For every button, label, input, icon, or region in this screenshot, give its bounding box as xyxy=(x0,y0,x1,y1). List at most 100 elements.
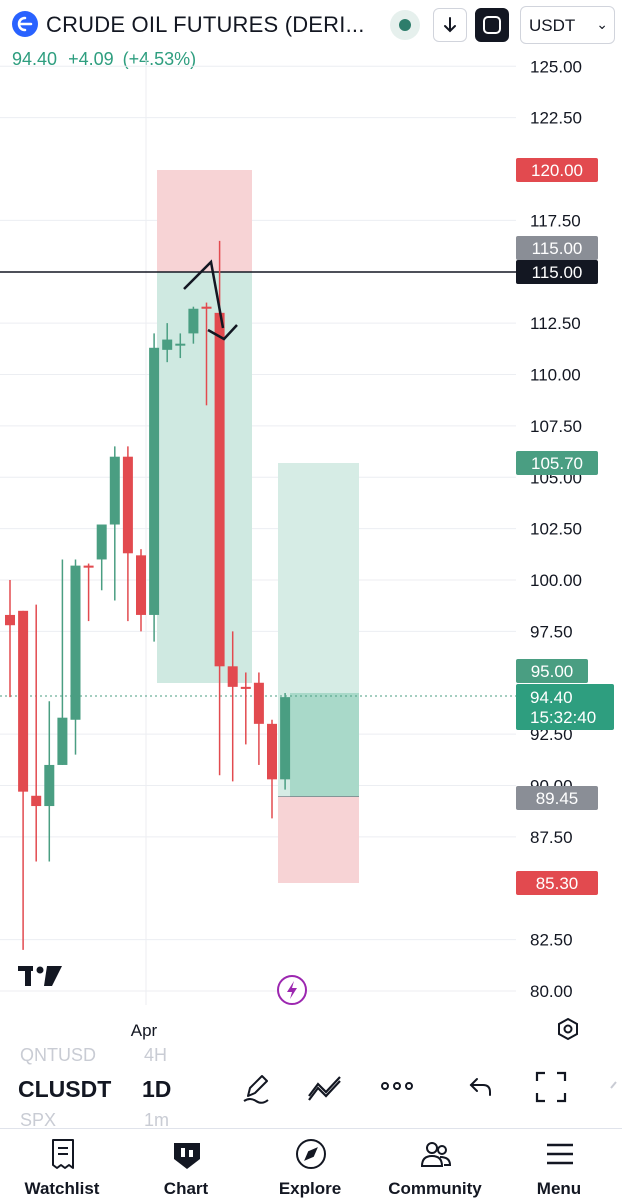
candle-body[interactable] xyxy=(96,524,107,560)
candles xyxy=(5,240,291,950)
long-position-profit-zone[interactable] xyxy=(157,272,252,683)
lightning-icon[interactable] xyxy=(277,975,307,1005)
undo-icon[interactable] xyxy=(468,1074,494,1098)
price-change-percent: (+4.53%) xyxy=(122,49,197,69)
ghost-interval-top: 4H xyxy=(144,1045,168,1065)
nav-watchlist[interactable]: Watchlist xyxy=(2,1129,122,1200)
more-icon[interactable] xyxy=(380,1078,414,1094)
chart-grid xyxy=(0,65,516,992)
community-icon xyxy=(420,1142,452,1167)
menu-icon xyxy=(547,1143,573,1165)
fullscreen-toggle-button[interactable] xyxy=(475,8,509,42)
candle-body[interactable] xyxy=(240,686,251,689)
tag-last-price[interactable]: 94.40 15:32:40 xyxy=(516,684,614,730)
currency-select[interactable]: USDT ⌄ xyxy=(520,6,615,44)
candle-body[interactable] xyxy=(175,343,186,346)
price-tick-label: 117.50 xyxy=(530,211,581,230)
interval-selector[interactable]: 1D xyxy=(142,1076,172,1102)
price-tick-label: 112.50 xyxy=(530,314,581,333)
candle-body[interactable] xyxy=(122,456,133,554)
redo-icon-partial[interactable] xyxy=(608,1078,622,1098)
nav-explore[interactable]: Explore xyxy=(250,1129,370,1200)
market-status-dot-icon xyxy=(399,19,411,31)
price-tick-label: 87.50 xyxy=(530,828,573,847)
currency-value: USDT xyxy=(529,16,576,35)
candle-body[interactable] xyxy=(136,555,146,615)
candle-body[interactable] xyxy=(31,795,42,807)
price-change: +4.09 xyxy=(68,49,114,69)
tag-entry[interactable]: 95.00 xyxy=(516,659,588,683)
tag-stop-low[interactable]: 85.30 xyxy=(516,871,598,895)
svg-text:120.00: 120.00 xyxy=(531,161,583,180)
candle-body[interactable] xyxy=(5,614,15,626)
watchlist-icon xyxy=(52,1139,74,1169)
svg-text:89.45: 89.45 xyxy=(536,789,579,808)
trend-drawing[interactable] xyxy=(183,259,225,329)
trend-drawing-2[interactable] xyxy=(207,324,238,341)
market-status-button[interactable] xyxy=(390,10,420,40)
candle-body[interactable] xyxy=(227,666,238,687)
bottom-nav: Watchlist Chart Explore Community Menu xyxy=(0,1128,622,1200)
long-position-stop-zone[interactable] xyxy=(157,170,252,272)
fullscreen-icon[interactable] xyxy=(534,1070,568,1104)
price-tick-label: 100.00 xyxy=(530,571,582,590)
compass-icon xyxy=(296,1139,326,1169)
svg-text:115.00: 115.00 xyxy=(532,239,583,258)
fullscreen-icon xyxy=(483,16,501,34)
ghost-interval-bottom: 1m xyxy=(144,1110,170,1130)
price-tick-label: 102.50 xyxy=(530,520,582,539)
nav-chart[interactable]: Chart xyxy=(126,1129,246,1200)
nav-chart-label: Chart xyxy=(163,1179,209,1198)
symbol-toolbar: QNTUSD 4H CLUSDT 1D SPX 1m xyxy=(0,1040,622,1130)
tradingview-logo-icon xyxy=(18,966,62,986)
tag-level-black[interactable]: 115.00 xyxy=(516,260,598,284)
price-tick-label: 110.00 xyxy=(530,366,581,385)
candle-body[interactable] xyxy=(201,306,212,309)
date-axis-label: Apr xyxy=(131,1021,158,1040)
pen-icon[interactable] xyxy=(240,1070,272,1104)
candle-body[interactable] xyxy=(162,339,173,350)
tag-target-high[interactable]: 120.00 xyxy=(516,158,598,182)
arrow-down-icon xyxy=(444,17,456,33)
tag-target-mid[interactable]: 105.70 xyxy=(516,451,598,475)
candle-body[interactable] xyxy=(44,764,55,807)
candle-body[interactable] xyxy=(280,697,291,780)
long-position-2-stop-zone[interactable] xyxy=(278,797,359,883)
nav-menu-label: Menu xyxy=(536,1179,582,1198)
nav-community[interactable]: Community xyxy=(375,1129,495,1200)
candle-body[interactable] xyxy=(57,717,68,765)
price-summary: 94.40 +4.09 (+4.53%) xyxy=(12,49,196,70)
price-axis[interactable]: 125.00 122.50 117.50 112.50 110.00 107.50 105.… xyxy=(530,60,582,1001)
candle-body[interactable] xyxy=(253,682,264,724)
nav-menu[interactable]: Menu xyxy=(499,1129,619,1200)
nav-explore-label: Explore xyxy=(278,1179,342,1198)
price-chart[interactable]: 125.00 122.50 117.50 112.50 110.00 107.50 105.… xyxy=(0,60,622,1050)
bar-countdown: 15:32:40 xyxy=(530,708,596,727)
candle-body[interactable] xyxy=(70,565,81,720)
long-position-2-filled-zone xyxy=(290,693,359,797)
candle-body[interactable] xyxy=(18,610,29,792)
symbol-selector[interactable]: CLUSDT xyxy=(18,1076,112,1102)
candle-body[interactable] xyxy=(214,312,225,667)
nav-watchlist-label: Watchlist xyxy=(24,1179,100,1198)
price-tick-label: 97.50 xyxy=(530,622,573,641)
price-tick-label: 80.00 xyxy=(530,982,573,1001)
candle-body[interactable] xyxy=(188,308,199,334)
price-tick-label: 122.50 xyxy=(530,109,582,128)
tag-stop[interactable]: 89.45 xyxy=(516,786,598,810)
candle-body[interactable] xyxy=(267,723,277,780)
candle-body[interactable] xyxy=(149,347,160,615)
drawing-tools-icon[interactable] xyxy=(306,1072,344,1102)
scroll-down-button[interactable] xyxy=(433,8,467,42)
exchange-logo-icon xyxy=(12,11,38,37)
tag-level-gray[interactable]: 115.00 xyxy=(516,236,598,260)
svg-text:105.70: 105.70 xyxy=(531,454,583,473)
top-bar: CRUDE OIL FUTURES (DERI... USDT ⌄ xyxy=(0,0,622,50)
svg-text:95.00: 95.00 xyxy=(531,662,574,681)
candle-body[interactable] xyxy=(109,456,120,525)
ghost-symbol-bottom: SPX xyxy=(20,1110,57,1130)
candle-body[interactable] xyxy=(83,565,94,568)
svg-text:94.40: 94.40 xyxy=(530,688,573,707)
chart-icon xyxy=(174,1143,200,1169)
chart-settings-icon[interactable] xyxy=(558,1017,578,1041)
